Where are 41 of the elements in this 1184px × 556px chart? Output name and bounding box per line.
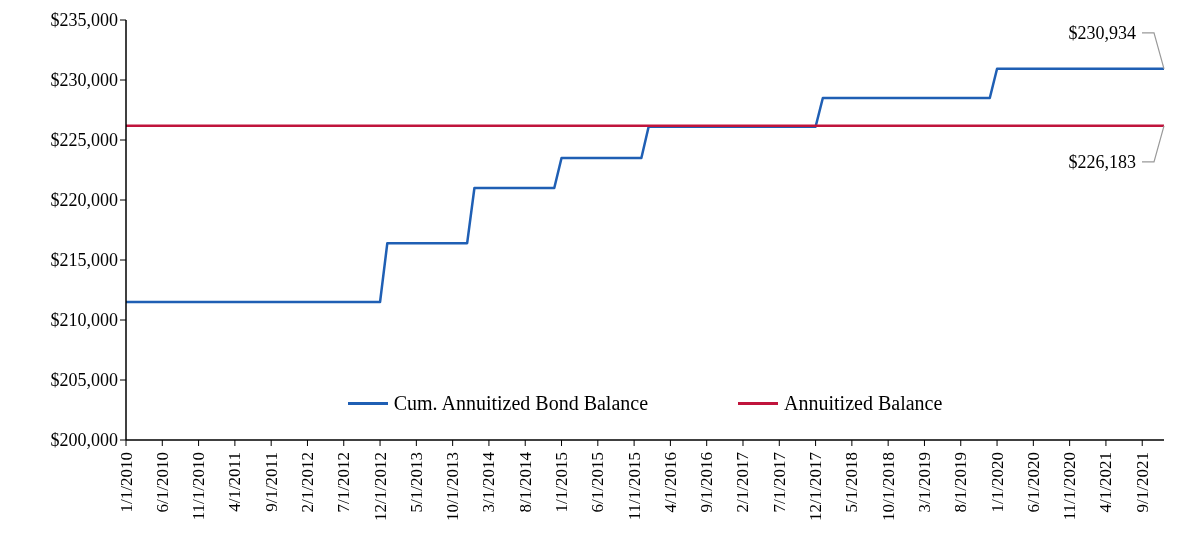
x-tick-label: 11/1/2010	[189, 452, 209, 521]
x-tick-label: 7/1/2017	[769, 451, 789, 513]
y-tick-label: $200,000	[50, 430, 118, 451]
y-tick-label: $210,000	[50, 310, 118, 331]
x-tick-label: 10/1/2013	[443, 452, 463, 521]
x-tick-label: 8/1/2019	[951, 452, 971, 513]
x-tick-label: 1/1/2020	[987, 452, 1007, 513]
y-tick-label: $230,000	[50, 70, 118, 91]
x-tick-label: 4/1/2016	[660, 452, 680, 513]
x-tick-label: 9/1/2021	[1132, 452, 1152, 513]
x-tick-label: 5/1/2013	[406, 452, 426, 513]
x-tick-label: 12/1/2017	[806, 451, 826, 521]
x-tick-label: 4/1/2011	[225, 452, 245, 512]
x-tick-label: 5/1/2018	[842, 452, 862, 513]
x-tick-label: 1/1/2010	[116, 452, 136, 513]
y-tick-label: $215,000	[50, 250, 118, 271]
y-tick-label: $235,000	[50, 10, 118, 31]
x-tick-label: 10/1/2018	[878, 452, 898, 521]
legend-label: Cum. Annuitized Bond Balance	[393, 392, 649, 415]
y-tick-label: $220,000	[50, 190, 118, 211]
data-label: $230,934	[1068, 22, 1136, 43]
x-tick-label: 7/1/2012	[334, 452, 354, 513]
legend-label: Annuitized Balance	[784, 392, 943, 415]
x-tick-label: 4/1/2021	[1096, 452, 1116, 513]
x-tick-label: 11/1/2020	[1060, 452, 1080, 521]
x-tick-label: 8/1/2014	[515, 451, 535, 513]
x-tick-label: 6/1/2015	[588, 452, 608, 513]
x-tick-label: 12/1/2012	[370, 452, 390, 521]
x-tick-label: 3/1/2019	[914, 452, 934, 513]
y-tick-label: $225,000	[50, 130, 118, 151]
x-tick-label: 9/1/2011	[261, 452, 281, 512]
x-tick-label: 3/1/2014	[479, 451, 499, 513]
x-tick-label: 9/1/2016	[697, 452, 717, 513]
x-tick-label: 2/1/2017	[733, 451, 753, 513]
y-tick-label: $205,000	[50, 370, 118, 391]
x-tick-label: 6/1/2010	[152, 452, 172, 513]
x-tick-label: 2/1/2012	[297, 452, 317, 513]
x-tick-label: 11/1/2015	[624, 452, 644, 521]
x-tick-label: 6/1/2020	[1023, 452, 1043, 513]
data-label: $226,183	[1068, 151, 1136, 172]
x-tick-label: 1/1/2015	[552, 452, 572, 513]
